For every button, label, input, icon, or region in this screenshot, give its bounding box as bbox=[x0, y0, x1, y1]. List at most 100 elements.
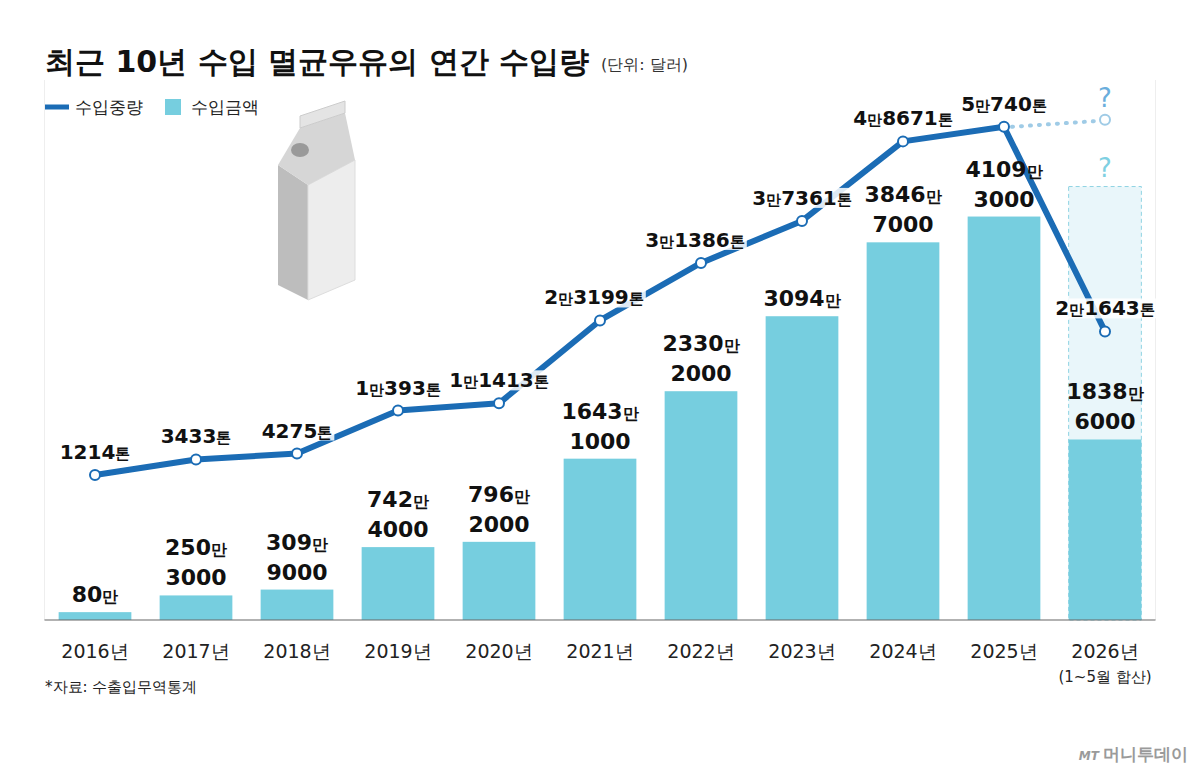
text-part: 309 bbox=[266, 530, 312, 555]
text-part: 3846 bbox=[864, 182, 925, 207]
text-part: 만 bbox=[926, 187, 942, 206]
dotted-extension bbox=[1012, 121, 1099, 127]
line-label: 5만740톤 bbox=[961, 92, 1047, 116]
question-mark: ? bbox=[1098, 153, 1112, 183]
bar-label: 2330만2000 bbox=[662, 331, 739, 386]
bar-label-line: 4109만 bbox=[965, 157, 1042, 182]
bar-label-line: 3094만 bbox=[763, 286, 840, 311]
line-point bbox=[292, 449, 302, 459]
bar-label-line: 80만 bbox=[72, 582, 119, 607]
text-part: 2 bbox=[544, 285, 558, 309]
line-label: 2만1643톤 bbox=[1055, 296, 1155, 320]
text-part: 796 bbox=[468, 482, 514, 507]
line-point bbox=[90, 470, 100, 480]
bar-label-line: 4000 bbox=[367, 517, 428, 542]
bar-label-line: 3846만 bbox=[864, 182, 941, 207]
x-tick-label: 2022년 bbox=[667, 640, 734, 662]
text-part: 만 bbox=[211, 540, 227, 559]
carton-side bbox=[278, 165, 308, 300]
source: *자료: 수출입무역통계 bbox=[45, 678, 197, 696]
x-tick-label: 2026년 bbox=[1071, 640, 1138, 662]
text-part: 톤 bbox=[938, 111, 953, 129]
line-point bbox=[1100, 326, 1110, 336]
bar bbox=[867, 242, 940, 620]
text-part: 4000 bbox=[367, 517, 428, 542]
legend-label: 수입중량 bbox=[75, 97, 143, 117]
bar-label-line: 796만 bbox=[468, 482, 530, 507]
line-point bbox=[595, 315, 605, 325]
text-part: 2000 bbox=[670, 361, 731, 386]
line-point bbox=[696, 258, 706, 268]
x-tick-label: 2020년 bbox=[465, 640, 532, 662]
text-part: 만 bbox=[623, 404, 639, 423]
bar bbox=[261, 590, 334, 620]
background bbox=[0, 0, 1200, 776]
bar-label-line: 3000 bbox=[973, 187, 1034, 212]
carton-top bbox=[278, 113, 355, 185]
text-part: 4 bbox=[853, 106, 867, 130]
bar-label-line: 7000 bbox=[872, 212, 933, 237]
text-part: 4109 bbox=[965, 157, 1026, 182]
x-tick-label: 2025년 bbox=[970, 640, 1037, 662]
text-part: 만 bbox=[975, 97, 990, 115]
credit-mark: MT bbox=[1079, 749, 1103, 763]
text-part: 1 bbox=[449, 368, 463, 392]
text-part: 만 bbox=[463, 373, 478, 391]
text-part: 톤 bbox=[317, 424, 332, 442]
bar-label: 3846만 7000 bbox=[864, 182, 941, 237]
x-tick-label: 2016년 bbox=[61, 640, 128, 662]
text-part: 3000 bbox=[973, 187, 1034, 212]
text-part: 톤 bbox=[216, 429, 231, 447]
text-part: 5 bbox=[961, 92, 975, 116]
text-part: 만 bbox=[102, 587, 118, 606]
bar-label-line: 1000 bbox=[569, 429, 630, 454]
line-label: 2만3199톤 bbox=[544, 285, 644, 309]
bar-label: 1643만 1000 bbox=[561, 399, 638, 454]
text-part: 1838 bbox=[1066, 379, 1127, 404]
text-part: 1413 bbox=[478, 368, 534, 392]
bar-label: 3094만 bbox=[763, 286, 840, 311]
text-part: 만 bbox=[825, 291, 841, 310]
bar bbox=[665, 391, 738, 620]
text-part: 만 bbox=[514, 487, 530, 506]
text-part: 8671 bbox=[882, 106, 938, 130]
bar-label-line: 1643만 bbox=[561, 399, 638, 424]
legend-label: 수입금액 bbox=[191, 97, 259, 117]
text-part: 3199 bbox=[573, 285, 629, 309]
text-part: 3094 bbox=[763, 286, 824, 311]
text-part: 1000 bbox=[569, 429, 630, 454]
bar-label-line: 3000 bbox=[165, 565, 226, 590]
bar-label: 796만2000 bbox=[468, 482, 530, 537]
line-label: 3만7361톤 bbox=[752, 186, 852, 210]
text-part: 톤 bbox=[730, 233, 745, 251]
bar bbox=[160, 595, 233, 620]
line-point bbox=[797, 216, 807, 226]
text-part: 393 bbox=[384, 376, 426, 400]
bars bbox=[59, 217, 1142, 620]
line bbox=[95, 127, 1105, 475]
x-tick-label: 2023년 bbox=[768, 640, 835, 662]
bar bbox=[766, 316, 839, 620]
text-part: 3433 bbox=[161, 424, 217, 448]
text-part: 7000 bbox=[872, 212, 933, 237]
y-axis-line bbox=[44, 80, 45, 620]
x-tick-label: 2019년 bbox=[364, 640, 431, 662]
carton-illustration bbox=[278, 101, 355, 300]
bar bbox=[968, 217, 1041, 620]
line-point bbox=[494, 398, 504, 408]
question-mark: ? bbox=[1098, 83, 1112, 113]
credit: MT 머니투데이 bbox=[1079, 744, 1188, 764]
text-part: 만 bbox=[1128, 384, 1144, 403]
bar-label-line: 6000 bbox=[1074, 409, 1135, 434]
bar-label: 80만 bbox=[72, 582, 119, 607]
text-part: 9000 bbox=[266, 560, 327, 585]
text-part: 톤 bbox=[1140, 301, 1155, 319]
text-part: 만 bbox=[724, 336, 740, 355]
line-point bbox=[393, 406, 403, 416]
bar bbox=[362, 547, 435, 620]
title: 최근 10년 수입 멸균우유의 연간 수입량 bbox=[45, 44, 589, 79]
text-part: 만 bbox=[766, 191, 781, 209]
chart: 최근 10년 수입 멸균우유의 연간 수입량(단위: 달러)수입중량수입금액20… bbox=[0, 0, 1200, 776]
carton-cap bbox=[291, 143, 309, 157]
credit-name: 머니투데이 bbox=[1103, 744, 1188, 764]
